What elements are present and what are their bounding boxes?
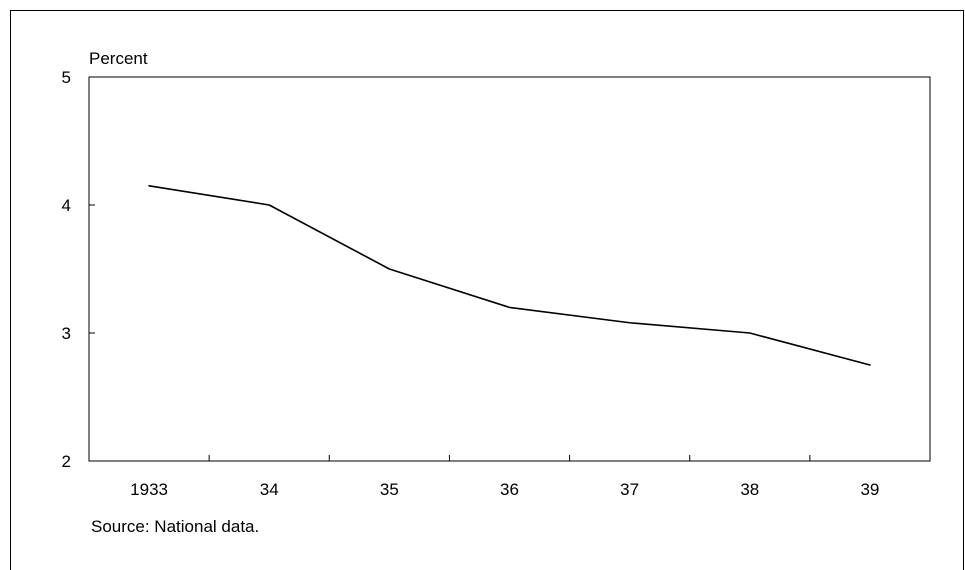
x-tick-label: 1933 bbox=[130, 480, 168, 499]
series-layer bbox=[148, 185, 871, 366]
series-line bbox=[148, 185, 871, 366]
x-tick-label: 34 bbox=[260, 480, 279, 499]
y-tick-label: 3 bbox=[62, 324, 71, 343]
x-tick-label: 37 bbox=[620, 480, 639, 499]
x-tick-label: 39 bbox=[860, 480, 879, 499]
x-tick-label: 36 bbox=[500, 480, 519, 499]
y-tick-label: 5 bbox=[62, 68, 71, 87]
y-tick-label: 4 bbox=[62, 196, 71, 215]
source-note: Source: National data. bbox=[91, 517, 260, 536]
y-tick-label: 2 bbox=[62, 452, 71, 471]
figure-frame bbox=[10, 10, 964, 570]
x-axis: 1933 34 35 36 37 38 39 bbox=[130, 455, 879, 499]
y-axis: 2 3 4 5 bbox=[62, 68, 95, 471]
plot-area bbox=[88, 76, 931, 462]
y-axis-unit-label: Percent bbox=[89, 49, 148, 68]
x-tick-label: 38 bbox=[740, 480, 759, 499]
x-tick-label: 35 bbox=[380, 480, 399, 499]
